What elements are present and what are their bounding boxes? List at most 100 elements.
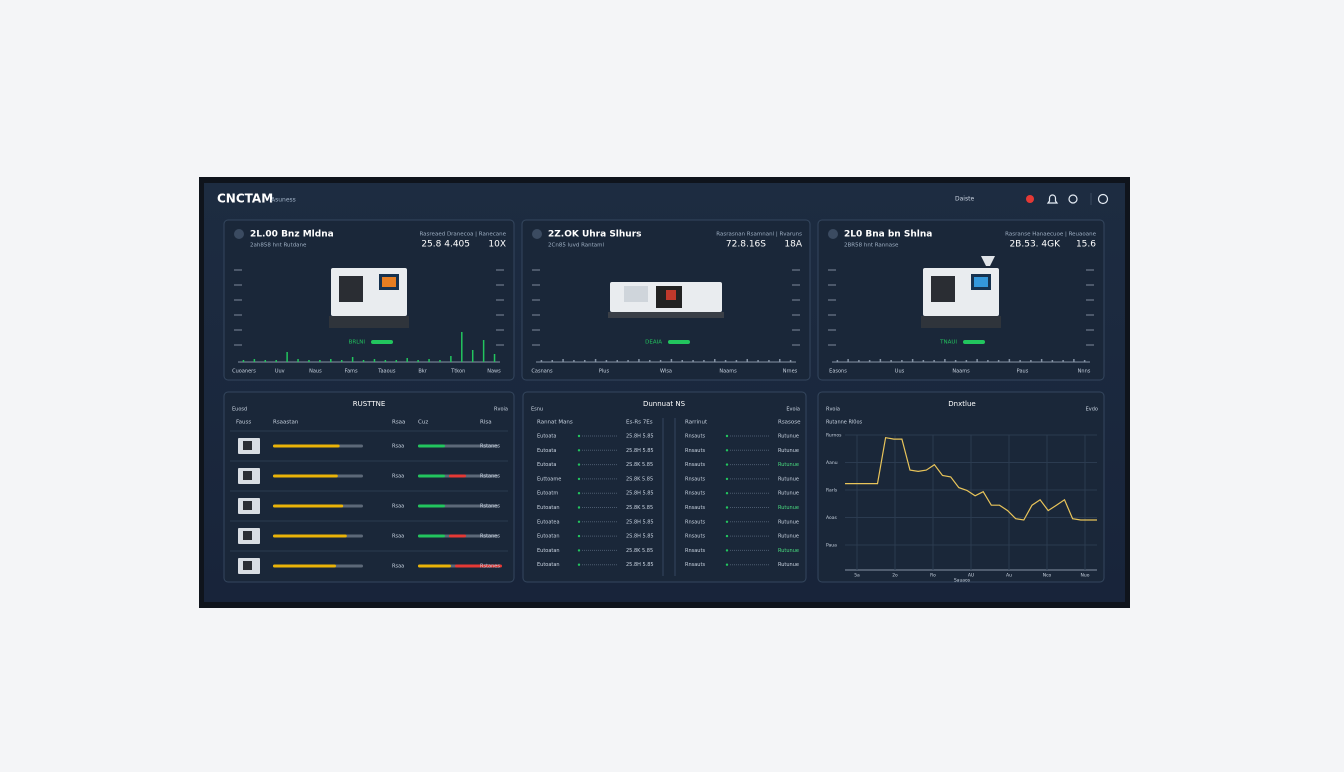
bell-icon[interactable]	[1046, 194, 1059, 204]
job-value: Rutunue	[778, 476, 799, 482]
job-value: Rutunue	[778, 462, 799, 468]
row-label: Rsaa	[392, 504, 404, 510]
job-dot	[725, 463, 729, 466]
machine-icon	[828, 229, 838, 239]
jobs-panel[interactable]	[522, 391, 807, 583]
job-label: Eutoatan	[537, 562, 560, 568]
machine-window	[339, 276, 363, 302]
status-text: BRLNI	[349, 340, 366, 346]
axis-label: Naus	[309, 369, 322, 375]
stat-value: 72.8.16S	[726, 240, 766, 250]
job-value: Rutunue	[778, 491, 799, 497]
y-tick-label: Rurnos	[826, 433, 842, 439]
status-pill	[668, 340, 690, 344]
status-bar	[449, 474, 466, 478]
panel-label: Esnu	[531, 407, 543, 413]
x-tick-label: Nuo	[1081, 573, 1090, 579]
job-label: Eutoatan	[537, 505, 560, 511]
x-tick-label: AU	[968, 573, 974, 579]
axis-label: Taaous	[377, 369, 396, 375]
job-value: Rutunue	[778, 534, 799, 540]
panel-label: Evdo	[1086, 407, 1098, 413]
axis-title: Rutanne Rl0os	[826, 420, 863, 426]
logo-subtitle: Asuness	[271, 197, 296, 204]
machine-panel	[624, 286, 648, 302]
job-label: Rnsauts	[685, 434, 705, 440]
machine-base	[329, 316, 409, 328]
progress-bar	[273, 444, 340, 448]
y-tick-label: Aoas	[826, 515, 838, 521]
panel-label: Rvoia	[826, 407, 840, 413]
job-value: Rutunue	[778, 562, 799, 568]
progress-bar	[273, 504, 344, 508]
job-value: 2S.8K 5.85	[626, 462, 653, 468]
column-header: Rannat Mans	[537, 420, 573, 426]
x-tick-label: Ro	[930, 573, 936, 579]
trend-panel[interactable]	[817, 391, 1105, 583]
status-bar	[418, 444, 445, 448]
job-label: Eutoatm	[537, 491, 558, 497]
y-tick-label: Rarls	[826, 488, 838, 494]
column-header: Fauss	[236, 420, 251, 426]
status-bar	[455, 564, 502, 568]
machine-thumb-window	[243, 501, 252, 510]
power-icon[interactable]	[1097, 193, 1109, 205]
job-dot	[577, 520, 581, 523]
axis-title: Sauaos	[954, 578, 971, 584]
job-value: 25.8H 5.85	[626, 491, 654, 497]
axis-label: Uus	[895, 369, 905, 375]
job-label: Eutoata	[537, 434, 556, 440]
axis-label: Casnans	[531, 369, 553, 375]
axis-label: Nnns	[1078, 369, 1091, 375]
job-dot	[577, 492, 581, 495]
job-dot	[725, 520, 729, 523]
job-value: Rutunue	[778, 519, 799, 525]
machine-title: 2L0 Bna bn Shlna	[844, 230, 932, 240]
column-header: Rarrinut	[685, 420, 708, 426]
column-header: Rsasose	[778, 420, 801, 426]
axis-label: Nrnes	[783, 369, 798, 375]
job-dot	[577, 434, 581, 438]
row-note: Rstanes	[480, 564, 500, 570]
x-tick-label: 5a	[854, 573, 860, 579]
machine-window	[931, 276, 955, 302]
machine-screen	[382, 277, 396, 287]
settings-icon[interactable]	[1068, 194, 1078, 204]
column-header: Rsaastan	[273, 420, 299, 426]
job-dot	[725, 549, 729, 552]
job-dot	[577, 549, 581, 552]
panel-label: Euosd	[232, 407, 247, 413]
job-label: Eutoatan	[537, 548, 560, 554]
column-header: Rsaa	[392, 420, 405, 426]
axis-label: Paus	[1017, 369, 1029, 375]
machine-base	[921, 316, 1001, 328]
row-label: Rsaa	[392, 564, 404, 570]
user-name: Daiste	[955, 196, 974, 203]
progress-bar	[273, 564, 336, 568]
job-label: Rnsauts	[685, 491, 705, 497]
axis-label: Bkr	[418, 369, 427, 375]
row-label: Rsaa	[392, 444, 404, 450]
axis-label: Naws	[487, 369, 501, 375]
job-label: Rnsauts	[685, 519, 705, 525]
job-dot	[725, 563, 729, 566]
machine-subtitle: 2ah858 hnt Rutdane	[250, 243, 307, 249]
row-note: Rstanes	[480, 534, 500, 540]
row-note: Rstanes	[480, 504, 500, 510]
y-tick-label: Paua	[826, 543, 837, 549]
status-bar	[418, 534, 445, 538]
panel-label: Rvoia	[494, 407, 508, 413]
progress-bar	[273, 474, 338, 478]
alert-icon[interactable]	[1026, 195, 1034, 203]
machine-window	[666, 290, 676, 300]
status-bar	[418, 564, 451, 568]
job-value: 25.8H 5.85	[626, 519, 654, 525]
panel-title: RUSTTNE	[353, 400, 386, 408]
queue-panel[interactable]	[223, 391, 515, 583]
logo: CNCTAM	[217, 192, 273, 206]
x-tick-label: Nco	[1043, 573, 1052, 579]
status-bar	[418, 474, 445, 478]
stat-value: 15.6	[1076, 240, 1096, 250]
machine-title: 2Z.OK Uhra Slhurs	[548, 230, 642, 240]
